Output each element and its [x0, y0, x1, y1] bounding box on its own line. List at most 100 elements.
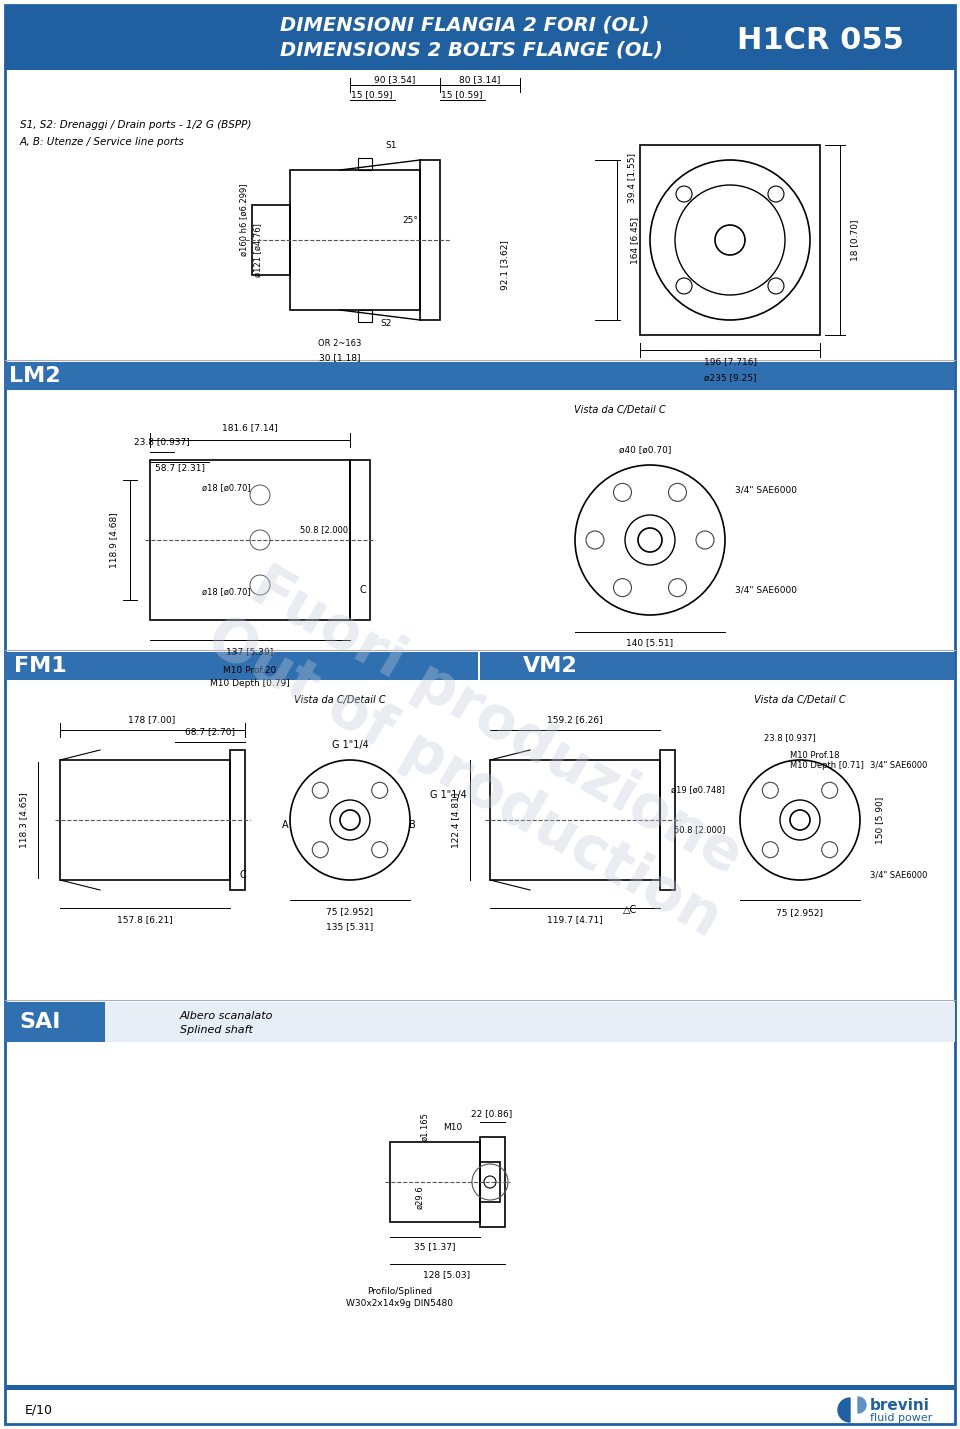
Text: LM2: LM2 — [10, 366, 60, 386]
Bar — [5, 4, 955, 70]
Bar — [358, 310, 372, 322]
Text: ø19 [ø0.748]: ø19 [ø0.748] — [671, 786, 725, 795]
Bar — [480, 1162, 500, 1202]
Text: 75 [2.952]: 75 [2.952] — [326, 907, 373, 916]
Bar — [5, 362, 955, 390]
Text: Vista da C/Detail C: Vista da C/Detail C — [294, 694, 386, 704]
Text: 196 [7.716]: 196 [7.716] — [704, 357, 756, 366]
Text: B: B — [409, 820, 416, 830]
Text: ø1.165: ø1.165 — [420, 1113, 429, 1142]
Bar — [490, 760, 660, 880]
Text: Fuori produzione
Out of production: Fuori produzione Out of production — [197, 552, 763, 949]
Text: Albero scanalato: Albero scanalato — [180, 1010, 274, 1020]
Text: 159.2 [6.26]: 159.2 [6.26] — [547, 716, 603, 725]
Text: 39.4 [1.55]: 39.4 [1.55] — [627, 153, 636, 203]
Text: Splined shaft: Splined shaft — [180, 1025, 252, 1035]
Text: Profilo/Splined: Profilo/Splined — [368, 1288, 433, 1296]
Text: 3/4" SAE6000: 3/4" SAE6000 — [870, 760, 927, 769]
Bar — [290, 170, 420, 310]
Bar — [5, 652, 478, 680]
Text: 50.8 [2.000]: 50.8 [2.000] — [674, 826, 725, 835]
Text: 178 [7.00]: 178 [7.00] — [129, 716, 176, 725]
Bar — [480, 652, 955, 680]
Text: △C: △C — [623, 905, 637, 915]
Text: 118.9 [4.68]: 118.9 [4.68] — [109, 512, 118, 567]
Text: 50.8 [2.000]: 50.8 [2.000] — [300, 526, 351, 534]
Text: 181.6 [7.14]: 181.6 [7.14] — [222, 423, 277, 433]
Text: 90 [3.54]: 90 [3.54] — [374, 76, 416, 84]
Text: FM1: FM1 — [13, 656, 66, 676]
Text: SAI: SAI — [19, 1012, 60, 1032]
Wedge shape — [858, 1398, 866, 1413]
Text: 122.4 [4.81]: 122.4 [4.81] — [451, 792, 460, 847]
Text: 22 [0.86]: 22 [0.86] — [471, 1109, 513, 1119]
Text: ø18 [ø0.70]: ø18 [ø0.70] — [202, 587, 251, 596]
Text: W30x2x14x9g DIN5480: W30x2x14x9g DIN5480 — [347, 1299, 453, 1309]
Text: 3/4" SAE6000: 3/4" SAE6000 — [735, 486, 797, 494]
Text: OR 2~163: OR 2~163 — [318, 339, 361, 347]
Bar — [5, 1385, 955, 1390]
Text: 25°: 25° — [402, 216, 418, 224]
Text: M10 Prof.18: M10 Prof.18 — [790, 750, 839, 759]
Bar — [640, 144, 820, 334]
Text: 68.7 [2.70]: 68.7 [2.70] — [185, 727, 235, 736]
Bar — [480, 1137, 505, 1228]
Text: 75 [2.952]: 75 [2.952] — [777, 909, 824, 917]
Text: M10 Prof.20: M10 Prof.20 — [224, 666, 276, 674]
Bar — [60, 760, 230, 880]
Text: G 1"1/4: G 1"1/4 — [331, 740, 369, 750]
Bar — [252, 204, 290, 274]
Text: 135 [5.31]: 135 [5.31] — [326, 923, 373, 932]
Text: ø29.6: ø29.6 — [415, 1185, 424, 1209]
Text: 18 [0.70]: 18 [0.70] — [851, 219, 859, 260]
Bar — [390, 1142, 480, 1222]
Text: DIMENSIONS 2 BOLTS FLANGE (OL): DIMENSIONS 2 BOLTS FLANGE (OL) — [280, 40, 662, 60]
Text: 15 [0.59]: 15 [0.59] — [351, 90, 393, 100]
Text: 118.3 [4.65]: 118.3 [4.65] — [19, 792, 28, 847]
Text: 119.7 [4.71]: 119.7 [4.71] — [547, 916, 603, 925]
Text: 164 [6.45]: 164 [6.45] — [630, 217, 639, 263]
Text: M10 Depth [0.71]: M10 Depth [0.71] — [790, 760, 864, 769]
Text: C: C — [240, 870, 247, 880]
Text: 15 [0.59]: 15 [0.59] — [442, 90, 483, 100]
Text: ø160 h6 [ø6.299]: ø160 h6 [ø6.299] — [239, 184, 248, 256]
Text: DIMENSIONI FLANGIA 2 FORI (OL): DIMENSIONI FLANGIA 2 FORI (OL) — [280, 16, 649, 34]
Text: 35 [1.37]: 35 [1.37] — [415, 1242, 456, 1252]
Bar — [150, 460, 350, 620]
Bar — [660, 750, 675, 890]
Text: ø235 [9.25]: ø235 [9.25] — [704, 373, 756, 383]
Text: 23.8 [0.937]: 23.8 [0.937] — [764, 733, 816, 743]
Bar — [350, 460, 370, 620]
Bar — [358, 159, 372, 170]
Text: 128 [5.03]: 128 [5.03] — [423, 1270, 470, 1279]
Text: A: A — [281, 820, 288, 830]
Text: 58.7 [2.31]: 58.7 [2.31] — [155, 463, 205, 473]
Text: Vista da C/Detail C: Vista da C/Detail C — [755, 694, 846, 704]
Text: 3/4" SAE6000: 3/4" SAE6000 — [735, 586, 797, 594]
Text: VM2: VM2 — [522, 656, 577, 676]
Text: fluid power: fluid power — [870, 1413, 932, 1423]
Text: M10 Depth [0.79]: M10 Depth [0.79] — [210, 679, 290, 687]
Text: 140 [5.51]: 140 [5.51] — [627, 639, 674, 647]
Text: E/10: E/10 — [25, 1403, 53, 1416]
Text: ø121 [ø4.76]: ø121 [ø4.76] — [253, 223, 262, 277]
Text: M10: M10 — [444, 1123, 463, 1132]
Text: S2: S2 — [380, 319, 392, 327]
Text: 150 [5.90]: 150 [5.90] — [875, 796, 884, 843]
Text: S1, S2: Drenaggi / Drain ports - 1/2 G (BSPP): S1, S2: Drenaggi / Drain ports - 1/2 G (… — [20, 120, 252, 130]
Wedge shape — [838, 1398, 850, 1422]
Text: ø40 [ø0.70]: ø40 [ø0.70] — [619, 446, 671, 454]
Text: 92.1 [3.62]: 92.1 [3.62] — [500, 240, 509, 290]
Text: brevini: brevini — [870, 1398, 930, 1412]
Text: 30 [1.18]: 30 [1.18] — [320, 353, 361, 363]
Text: 80 [3.14]: 80 [3.14] — [459, 76, 501, 84]
Text: 3/4" SAE6000: 3/4" SAE6000 — [870, 870, 927, 879]
Text: 137 [5.39]: 137 [5.39] — [227, 647, 274, 656]
Text: C: C — [360, 584, 367, 594]
Text: S1: S1 — [385, 140, 396, 150]
Bar — [5, 1002, 955, 1042]
Bar — [5, 1002, 105, 1042]
Text: ø18 [ø0.70]: ø18 [ø0.70] — [202, 483, 251, 493]
Text: 23.8 [0.937]: 23.8 [0.937] — [134, 437, 190, 446]
Text: 157.8 [6.21]: 157.8 [6.21] — [117, 916, 173, 925]
